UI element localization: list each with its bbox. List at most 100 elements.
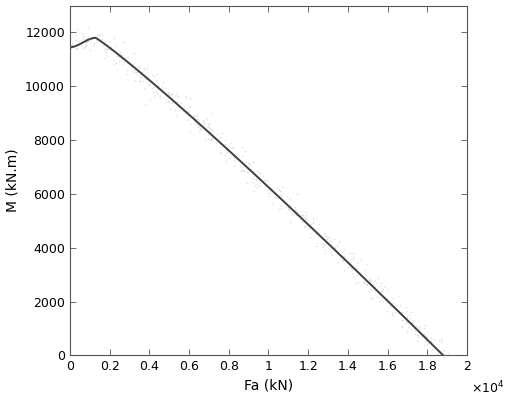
Point — [101, 45, 109, 51]
Point — [313, 231, 321, 237]
Point — [313, 235, 321, 241]
Point — [381, 296, 389, 302]
Point — [259, 173, 267, 180]
Point — [376, 287, 384, 294]
Point — [365, 281, 374, 288]
Point — [397, 323, 405, 330]
Text: $\times10^4$: $\times10^4$ — [470, 380, 503, 397]
Point — [388, 312, 397, 318]
Point — [248, 159, 257, 165]
Point — [73, 45, 81, 51]
Point — [68, 41, 76, 48]
Point — [344, 263, 352, 270]
Point — [274, 186, 282, 192]
Point — [406, 326, 414, 332]
Point — [77, 30, 85, 36]
Point — [106, 39, 114, 45]
Point — [275, 188, 284, 195]
Point — [118, 55, 126, 62]
Point — [345, 259, 353, 266]
Point — [261, 177, 269, 184]
Point — [315, 221, 323, 227]
Point — [181, 110, 189, 116]
Point — [277, 184, 286, 190]
Point — [264, 186, 272, 193]
Point — [224, 155, 232, 161]
Point — [84, 24, 92, 30]
Point — [335, 253, 344, 259]
Point — [410, 331, 418, 337]
Point — [140, 85, 148, 91]
Point — [149, 73, 157, 79]
Point — [101, 48, 109, 55]
Point — [348, 265, 356, 272]
Point — [408, 319, 416, 326]
Point — [432, 352, 440, 358]
Point — [206, 129, 214, 136]
Point — [317, 241, 325, 247]
Point — [413, 318, 421, 324]
Point — [427, 346, 435, 353]
Point — [360, 280, 368, 286]
Point — [129, 50, 137, 56]
Point — [242, 169, 250, 176]
Point — [372, 294, 380, 300]
Point — [107, 44, 115, 50]
Point — [337, 248, 345, 255]
Point — [139, 66, 148, 72]
Point — [120, 55, 128, 61]
Point — [244, 169, 252, 175]
Point — [105, 43, 113, 50]
Point — [166, 105, 174, 112]
Point — [168, 95, 176, 101]
Point — [162, 96, 170, 103]
Point — [116, 53, 124, 59]
Point — [91, 34, 99, 40]
Point — [127, 68, 135, 74]
Point — [194, 127, 202, 134]
Point — [349, 271, 357, 278]
Point — [377, 287, 385, 294]
Point — [229, 144, 237, 151]
Point — [167, 92, 175, 98]
Point — [205, 132, 213, 138]
Point — [333, 249, 342, 255]
Point — [404, 312, 412, 318]
Point — [242, 158, 250, 165]
Point — [239, 166, 247, 173]
Point — [276, 205, 285, 211]
Point — [164, 89, 172, 96]
Point — [144, 76, 152, 82]
Point — [100, 46, 108, 52]
Point — [305, 225, 313, 231]
Point — [163, 89, 172, 95]
Point — [353, 279, 361, 285]
Point — [325, 235, 333, 241]
Point — [420, 322, 428, 329]
Point — [206, 124, 214, 131]
Point — [429, 336, 437, 342]
Point — [385, 304, 393, 310]
Point — [246, 166, 254, 172]
Point — [277, 193, 285, 200]
Point — [393, 293, 402, 299]
Point — [286, 219, 294, 225]
Point — [174, 93, 182, 99]
Point — [119, 39, 127, 45]
Point — [365, 277, 373, 283]
Point — [167, 100, 175, 106]
Point — [158, 79, 166, 85]
Point — [325, 237, 333, 244]
Point — [321, 236, 329, 243]
Point — [316, 233, 324, 239]
Point — [149, 93, 157, 100]
Point — [189, 111, 197, 118]
Point — [333, 251, 342, 258]
Point — [112, 60, 120, 67]
Point — [397, 317, 405, 324]
Point — [207, 136, 215, 142]
Point — [407, 318, 415, 325]
Point — [82, 38, 90, 44]
Point — [387, 295, 395, 302]
Point — [185, 95, 193, 101]
